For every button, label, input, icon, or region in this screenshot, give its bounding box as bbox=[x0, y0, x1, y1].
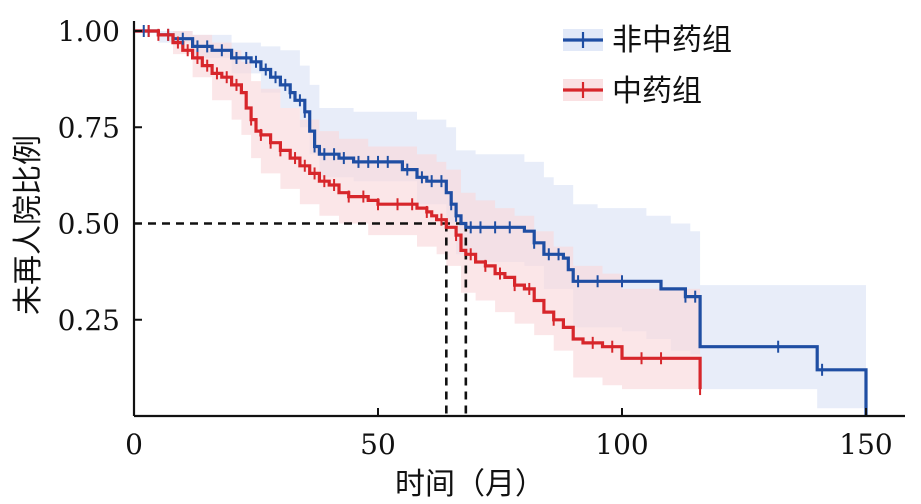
y-tick-label: 1.00 bbox=[58, 15, 120, 48]
x-tick-label: 100 bbox=[595, 428, 648, 461]
y-axis-title: 未再人院比例 bbox=[11, 135, 46, 315]
x-tick-label: 0 bbox=[125, 428, 143, 461]
median-reference-lines bbox=[134, 222, 468, 416]
axes: 0 50 100 150 0.25 0.50 0.75 1.00 bbox=[58, 15, 905, 461]
x-tick-label: 150 bbox=[839, 428, 892, 461]
legend: 非中药组 中药组 bbox=[563, 23, 732, 109]
survival-line-non-tcm bbox=[134, 29, 868, 416]
censor-marks bbox=[142, 25, 824, 396]
confidence-bands bbox=[134, 31, 866, 416]
y-tick-label: 0.50 bbox=[58, 208, 120, 241]
y-tick-label: 0.75 bbox=[58, 111, 120, 144]
y-tick-label: 0.25 bbox=[58, 304, 120, 337]
ci-band-tcm bbox=[134, 31, 701, 405]
x-tick-label: 50 bbox=[360, 428, 396, 461]
legend-label-tcm: 中药组 bbox=[612, 74, 702, 109]
x-axis-title: 时间（月） bbox=[395, 467, 545, 502]
legend-label-non-tcm: 非中药组 bbox=[612, 23, 732, 58]
